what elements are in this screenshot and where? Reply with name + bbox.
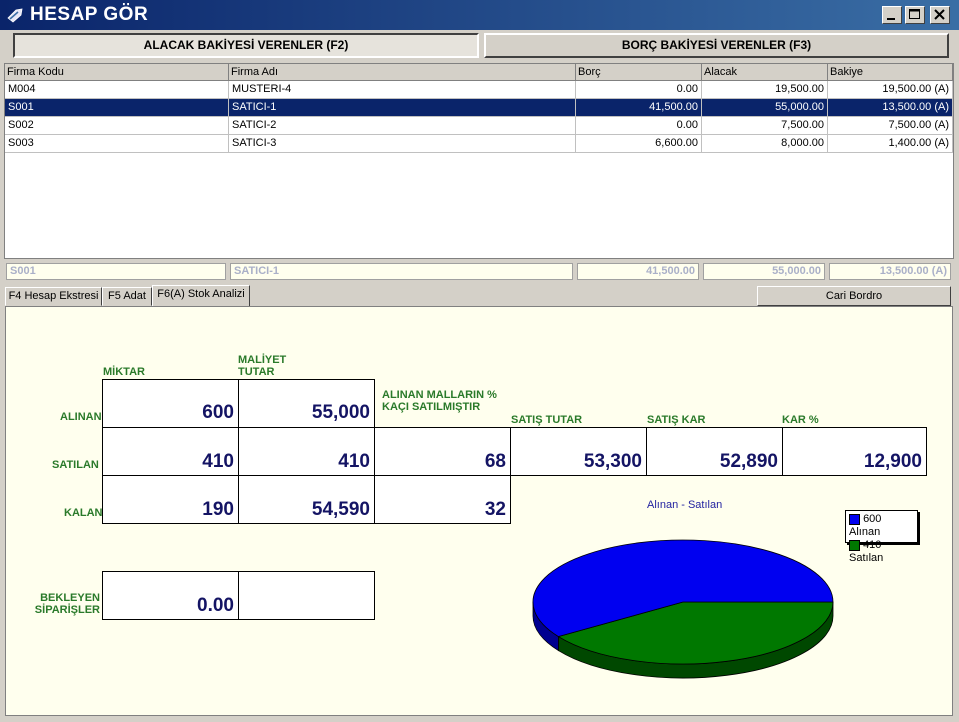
label-alinan: ALINAN: [60, 411, 102, 423]
bekleyen-siparisler-empty: [238, 571, 375, 620]
tab-adat[interactable]: F5 Adat: [102, 287, 152, 306]
cell-borc: 41,500.00: [576, 99, 702, 117]
legend-item: 410 Satılan: [849, 539, 914, 565]
alacak-bakiyesi-button[interactable]: ALACAK BAKİYESİ VERENLER (F2): [13, 33, 479, 58]
title-bar: HESAP GÖR: [0, 0, 959, 30]
tab-hesap-ekstresi[interactable]: F4 Hesap Ekstresi: [5, 287, 102, 306]
chart-title: Alınan - Satılan: [647, 499, 723, 511]
minimize-icon: [887, 18, 895, 20]
cell-firma-kodu: S002: [5, 117, 229, 135]
cari-bordro-button[interactable]: Cari Bordro: [757, 286, 951, 306]
label-kalan: KALAN: [64, 507, 103, 519]
summary-firma-kodu: S001: [6, 263, 226, 280]
table-row[interactable]: S003 SATICI-3 6,600.00 8,000.00 1,400.00…: [5, 135, 953, 153]
table-row-selected[interactable]: S001 SATICI-1 41,500.00 55,000.00 13,500…: [5, 99, 953, 117]
legend-label-alinan: 600 Alınan: [849, 513, 882, 538]
cell-borc: 6,600.00: [576, 135, 702, 153]
legend-swatch-satilan: [849, 539, 860, 551]
summary-alacak: 55,000.00: [703, 263, 825, 280]
kalan-miktar: 190: [102, 475, 239, 524]
label-satilan: SATILAN: [52, 459, 99, 471]
cell-firma-kodu: M004: [5, 81, 229, 99]
close-icon: [934, 9, 945, 20]
summary-borc: 41,500.00: [577, 263, 699, 280]
header-satis-tutar: SATIŞ TUTAR: [511, 414, 583, 426]
column-header-firma-adi[interactable]: Firma Adı: [229, 64, 576, 81]
cell-bakiye: 7,500.00 (A): [828, 117, 953, 135]
tab-stok-analizi[interactable]: F6(A) Stok Analizi: [152, 285, 250, 307]
summary-bakiye: 13,500.00 (A): [829, 263, 951, 280]
maximize-button[interactable]: [905, 6, 925, 24]
cell-firma-kodu: S003: [5, 135, 229, 153]
minimize-button[interactable]: [882, 6, 902, 24]
maximize-icon: [909, 9, 920, 19]
header-kar-yuzde: KAR %: [782, 414, 819, 426]
header-miktar: MİKTAR: [103, 366, 145, 378]
account-grid[interactable]: Firma Kodu Firma Adı Borç Alacak Bakiye …: [4, 63, 954, 259]
header-maliyet-tutar: MALİYET TUTAR: [238, 354, 287, 378]
summary-firma-adi: SATICI-1: [230, 263, 573, 280]
satis-tutar: 53,300: [510, 427, 647, 476]
header-satis-kar: SATIŞ KAR: [647, 414, 706, 426]
alinan-miktar: 600: [102, 379, 239, 428]
satilan-maliyet: 410: [238, 427, 375, 476]
cell-firma-adi: SATICI-2: [229, 117, 576, 135]
legend-label-satilan: 410 Satılan: [849, 539, 884, 564]
table-row[interactable]: M004 MUSTERI-4 0.00 19,500.00 19,500.00 …: [5, 81, 953, 99]
cell-firma-adi: SATICI-1: [229, 99, 576, 117]
table-row[interactable]: S002 SATICI-2 0.00 7,500.00 7,500.00 (A): [5, 117, 953, 135]
cell-bakiye: 13,500.00 (A): [828, 99, 953, 117]
label-bekleyen-siparisler: BEKLEYEN SİPARİŞLER: [34, 592, 100, 616]
bekleyen-siparisler-value: 0.00: [102, 571, 239, 620]
cell-alacak: 19,500.00: [702, 81, 828, 99]
legend-item: 600 Alınan: [849, 513, 914, 539]
window-title: HESAP GÖR: [30, 4, 149, 25]
column-header-borc[interactable]: Borç: [576, 64, 702, 81]
cell-borc: 0.00: [576, 117, 702, 135]
chart-legend: 600 Alınan 410 Satılan: [845, 510, 918, 564]
cell-bakiye: 1,400.00 (A): [828, 135, 953, 153]
cell-firma-kodu: S001: [5, 99, 229, 117]
pie-chart: [532, 539, 834, 679]
header-alinan-yuzde: ALINAN MALLARIN % KAÇI SATILMIŞTIR: [382, 389, 497, 413]
column-header-firma-kodu[interactable]: Firma Kodu: [5, 64, 229, 81]
close-button[interactable]: [930, 6, 950, 24]
satilan-yuzde: 68: [374, 427, 511, 476]
satis-kar: 52,890: [646, 427, 783, 476]
cell-alacak: 8,000.00: [702, 135, 828, 153]
kalan-yuzde: 32: [374, 475, 511, 524]
kalan-maliyet: 54,590: [238, 475, 375, 524]
cell-firma-adi: MUSTERI-4: [229, 81, 576, 99]
cell-alacak: 55,000.00: [702, 99, 828, 117]
borc-bakiyesi-button[interactable]: BORÇ BAKİYESİ VERENLER (F3): [484, 33, 949, 58]
pie-slice-alinan: [532, 539, 834, 637]
cell-firma-adi: SATICI-3: [229, 135, 576, 153]
column-header-bakiye[interactable]: Bakiye: [828, 64, 953, 81]
cell-alacak: 7,500.00: [702, 117, 828, 135]
kar-yuzde: 12,900: [782, 427, 927, 476]
alinan-maliyet: 55,000: [238, 379, 375, 428]
legend-swatch-alinan: [849, 513, 860, 525]
column-header-alacak[interactable]: Alacak: [702, 64, 828, 81]
cell-borc: 0.00: [576, 81, 702, 99]
pie-slice-satilan: [557, 601, 834, 665]
cell-bakiye: 19,500.00 (A): [828, 81, 953, 99]
app-icon: [7, 8, 23, 23]
satilan-miktar: 410: [102, 427, 239, 476]
